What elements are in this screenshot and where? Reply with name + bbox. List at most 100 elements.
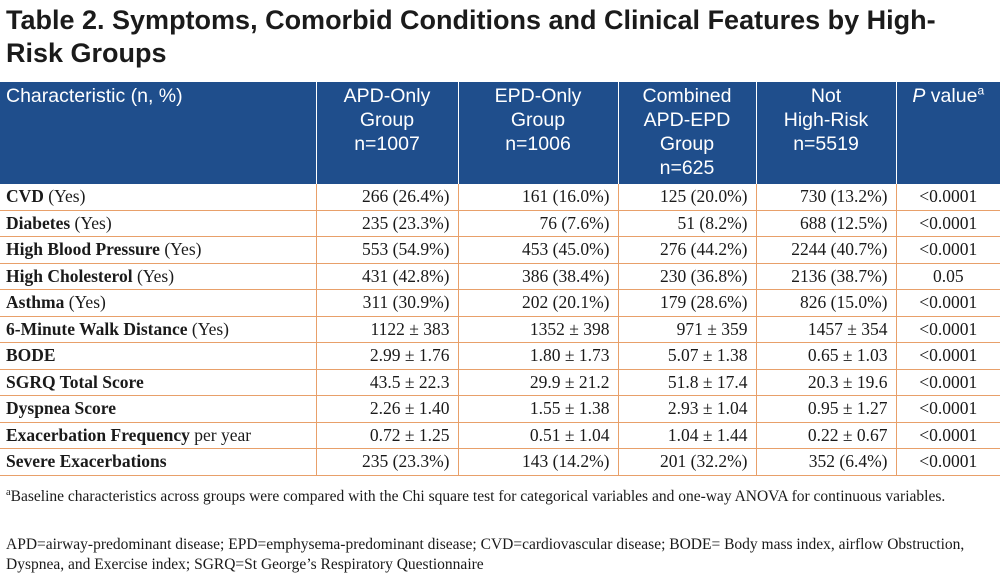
- table-row: CVD (Yes) 266 (26.4%) 161 (16.0%) 125 (20.0…: [0, 184, 1000, 211]
- row-label: CVD: [6, 186, 44, 207]
- header-line: n=1007: [354, 133, 420, 155]
- table-row: Severe Exacerbations 235 (23.3%) 143 (14.2…: [0, 448, 1000, 476]
- row-label-cell: Asthma (Yes): [0, 289, 316, 317]
- header-line: Group: [510, 109, 566, 131]
- row-label: Dyspnea Score: [6, 398, 117, 419]
- header-line: APD-EPD: [643, 109, 731, 131]
- cell-p: <0.0001: [895, 210, 1000, 237]
- cell-epd: 76 (7.6%): [457, 210, 618, 237]
- cell-combined: 971 ± 359: [617, 316, 756, 343]
- cell-apd: 1122 ± 383: [315, 316, 458, 343]
- table-row: High Cholesterol (Yes) 431 (42.8%) 386 (38…: [0, 263, 1000, 290]
- cell-p: <0.0001: [895, 289, 1000, 317]
- cell-not-high-risk: 1457 ± 354: [755, 316, 896, 343]
- header-line: APD-Only: [343, 85, 431, 107]
- header-line: Not: [810, 85, 842, 107]
- table-row: Asthma (Yes) 311 (30.9%) 202 (20.1%) 179 (2…: [0, 289, 1000, 317]
- cell-apd: 0.72 ± 1.25: [315, 422, 458, 449]
- cell-combined: 230 (36.8%): [617, 263, 756, 290]
- header-line: Group: [359, 109, 415, 131]
- footnote: aBaseline characteristics across groups …: [6, 483, 991, 507]
- table-row: Exacerbation Frequency per year 0.72 ± 1.…: [0, 422, 1000, 449]
- cell-epd: 161 (16.0%): [457, 184, 618, 211]
- row-label-cell: Severe Exacerbations: [0, 448, 316, 476]
- table-row: High Blood Pressure (Yes) 553 (54.9%) 453 …: [0, 236, 1000, 264]
- row-label: Exacerbation Frequency: [6, 424, 190, 445]
- footnote-text: Baseline characteristics across groups w…: [10, 488, 946, 506]
- header-p-value: P valuea: [895, 82, 1000, 184]
- row-label-cell: Exacerbation Frequency per year: [0, 422, 316, 449]
- table-row: BODE 2.99 ± 1.76 1.80 ± 1.73 5.07 ± 1.38 0.6…: [0, 342, 1000, 370]
- row-label: High Blood Pressure: [6, 239, 160, 260]
- cell-p: <0.0001: [895, 236, 1000, 264]
- header-row: Characteristic (n, %) APD-Only Group n=1…: [0, 82, 1000, 184]
- header-line: Group: [659, 133, 715, 155]
- cell-not-high-risk: 0.95 ± 1.27: [755, 395, 896, 423]
- row-label: High Cholesterol: [6, 265, 133, 286]
- header-line: n=625: [659, 157, 715, 179]
- row-label-cell: SGRQ Total Score: [0, 369, 316, 396]
- cell-p: <0.0001: [895, 395, 1000, 423]
- cell-epd: 29.9 ± 21.2: [457, 369, 618, 396]
- cell-not-high-risk: 0.65 ± 1.03: [755, 342, 896, 370]
- row-qualifier: (Yes): [64, 292, 106, 313]
- row-label: Diabetes: [6, 212, 71, 233]
- row-label-cell: 6-Minute Walk Distance (Yes): [0, 316, 316, 343]
- cell-not-high-risk: 730 (13.2%): [755, 184, 896, 211]
- cell-p: <0.0001: [895, 448, 1000, 476]
- row-qualifier: (Yes): [132, 265, 175, 286]
- table-row: 6-Minute Walk Distance (Yes) 1122 ± 383 13…: [0, 316, 1000, 343]
- cell-apd: 235 (23.3%): [315, 210, 458, 237]
- cell-combined: 51 (8.2%): [617, 210, 756, 237]
- row-qualifier: (Yes): [187, 318, 229, 339]
- row-qualifier: per year: [189, 424, 252, 445]
- row-label-cell: BODE: [0, 342, 316, 370]
- cell-not-high-risk: 2244 (40.7%): [755, 236, 896, 264]
- p-italic: P: [912, 85, 926, 107]
- header-characteristic: Characteristic (n, %): [0, 82, 316, 184]
- row-label: Asthma: [6, 292, 65, 313]
- cell-apd: 2.26 ± 1.40: [315, 395, 458, 423]
- cell-combined: 201 (32.2%): [617, 448, 756, 476]
- cell-combined: 179 (28.6%): [617, 289, 756, 317]
- header-apd-only: APD-Only Group n=1007: [315, 82, 458, 184]
- clinical-features-table: Characteristic (n, %) APD-Only Group n=1…: [0, 82, 1000, 476]
- cell-p: <0.0001: [895, 342, 1000, 370]
- cell-epd: 202 (20.1%): [457, 289, 618, 317]
- cell-apd: 43.5 ± 22.3: [315, 369, 458, 396]
- row-label: 6-Minute Walk Distance: [6, 318, 188, 339]
- cell-apd: 431 (42.8%): [315, 263, 458, 290]
- cell-combined: 51.8 ± 17.4: [617, 369, 756, 396]
- row-qualifier: (Yes): [159, 239, 202, 260]
- row-label: SGRQ Total Score: [6, 371, 144, 392]
- cell-not-high-risk: 2136 (38.7%): [755, 263, 896, 290]
- header-line: High-Risk: [783, 109, 869, 131]
- cell-combined: 276 (44.2%): [617, 236, 756, 264]
- header-not-high-risk: Not High-Risk n=5519: [755, 82, 896, 184]
- header-line: EPD-Only: [494, 85, 582, 107]
- cell-epd: 1.55 ± 1.38: [457, 395, 618, 423]
- row-label-cell: High Blood Pressure (Yes): [0, 236, 316, 264]
- cell-p: <0.0001: [895, 316, 1000, 343]
- header-epd-only: EPD-Only Group n=1006: [457, 82, 618, 184]
- row-label-cell: High Cholesterol (Yes): [0, 263, 316, 290]
- cell-epd: 143 (14.2%): [457, 448, 618, 476]
- cell-not-high-risk: 688 (12.5%): [755, 210, 896, 237]
- row-label-cell: Diabetes (Yes): [0, 210, 316, 237]
- header-line: Combined: [642, 85, 732, 107]
- table-title: Table 2. Symptoms, Comorbid Conditions a…: [6, 5, 936, 68]
- cell-apd: 235 (23.3%): [315, 448, 458, 476]
- row-label-cell: Dyspnea Score: [0, 395, 316, 423]
- cell-epd: 0.51 ± 1.04: [457, 422, 618, 449]
- p-value-suffix: value: [925, 85, 978, 107]
- cell-epd: 1.80 ± 1.73: [457, 342, 618, 370]
- row-label: Severe Exacerbations: [6, 451, 167, 472]
- row-label: BODE: [6, 345, 56, 366]
- header-line: n=1006: [505, 133, 571, 155]
- abbreviations-note: APD=airway-predominant disease; EPD=emph…: [6, 536, 965, 573]
- row-label-cell: CVD (Yes): [0, 184, 316, 211]
- table-row: Diabetes (Yes) 235 (23.3%) 76 (7.6%) 51 (8.…: [0, 210, 1000, 237]
- cell-combined: 2.93 ± 1.04: [617, 395, 756, 423]
- header-line: n=5519: [793, 133, 859, 155]
- cell-p: 0.05: [895, 263, 1000, 290]
